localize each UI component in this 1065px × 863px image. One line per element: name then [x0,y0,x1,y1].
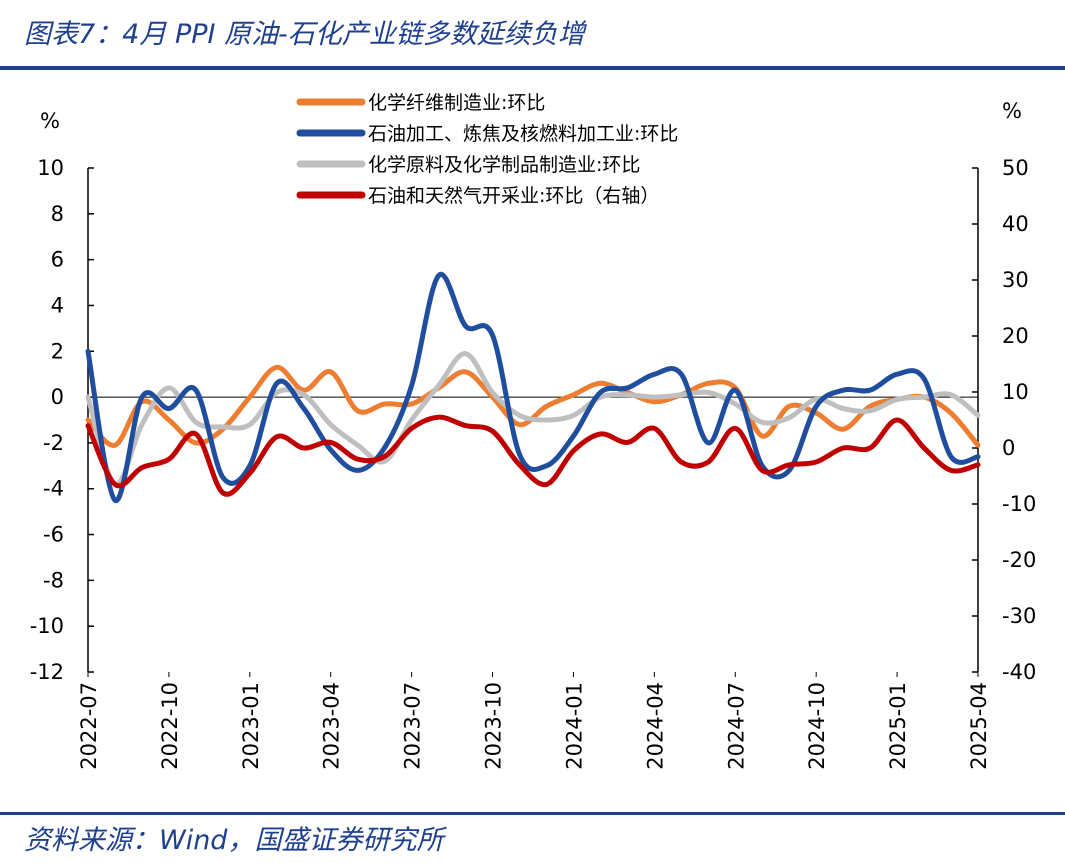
x-tick-label: 2024-10 [805,682,829,770]
x-tick-label: 2025-04 [967,682,991,770]
x-tick-label: 2022-10 [158,682,182,770]
right-tick-label: 40 [1002,212,1029,236]
legend-label-3: 化学原料及化学制品制造业:环比 [368,154,640,176]
left-tick-label: -6 [43,523,64,547]
right-tick-label: 30 [1002,268,1029,292]
series-line-4 [85,414,981,497]
figure-source: 资料来源：Wind，国盛证券研究所 [24,825,444,856]
left-tick-label: 8 [51,202,64,226]
right-tick-label: -20 [1002,548,1036,572]
title-rule [0,66,1065,70]
x-tick-label: 2024-01 [562,682,586,770]
x-tick-label: 2023-04 [320,682,344,770]
right-unit-label: % [1002,99,1022,123]
legend-label-1: 化学纤维制造业:环比 [368,92,545,114]
x-tick-label: 2024-07 [724,682,748,770]
left-tick-label: 0 [51,385,64,409]
legend-label-4: 石油和天然气开采业:环比（右轴） [368,185,659,207]
x-tick-label: 2024-04 [643,682,667,770]
left-tick-label: -10 [30,614,64,638]
right-tick-label: 10 [1002,380,1029,404]
source-rule [0,812,1065,815]
right-tick-label: 50 [1002,156,1029,180]
left-tick-label: -12 [30,660,64,684]
legend-label-2: 石油加工、炼焦及核燃料加工业:环比 [368,123,678,145]
x-tick-label: 2023-01 [239,682,263,770]
right-tick-label: -10 [1002,492,1036,516]
left-tick-label: -8 [43,568,64,592]
series-line-3 [85,351,981,487]
left-tick-label: 4 [51,293,64,317]
right-tick-label: -30 [1002,604,1036,628]
left-tick-label: 10 [37,156,64,180]
right-tick-label: 20 [1002,324,1029,348]
x-tick-label: 2022-07 [77,682,101,770]
right-tick-label: -40 [1002,660,1036,684]
series-line-2 [85,271,981,503]
left-tick-label: -2 [43,431,64,455]
left-tick-label: 6 [51,248,64,272]
figure-title: 图表7：4月 PPI 原油-石化产业链多数延续负增 [24,19,585,50]
x-tick-label: 2023-07 [401,682,425,770]
x-tick-label: 2025-01 [886,682,910,770]
right-tick-label: 0 [1002,436,1015,460]
left-tick-label: 2 [51,339,64,363]
left-unit-label: % [40,109,60,133]
left-tick-label: -4 [43,477,64,501]
x-tick-label: 2023-10 [482,682,506,770]
